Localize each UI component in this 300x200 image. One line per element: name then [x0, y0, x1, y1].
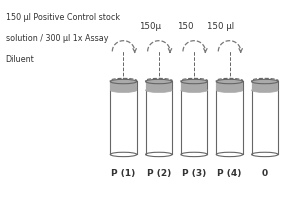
Ellipse shape	[110, 79, 137, 84]
Text: 150: 150	[177, 22, 194, 31]
Ellipse shape	[181, 79, 207, 84]
Text: P (4): P (4)	[217, 169, 242, 178]
Text: solution / 300 μl 1x Assay: solution / 300 μl 1x Assay	[6, 34, 108, 43]
Ellipse shape	[216, 79, 243, 84]
Text: Diluent: Diluent	[6, 55, 34, 64]
Ellipse shape	[252, 88, 278, 92]
FancyBboxPatch shape	[252, 82, 278, 90]
Ellipse shape	[110, 88, 137, 92]
Text: 150μ: 150μ	[139, 22, 161, 31]
Text: 150 μl Positive Control stock: 150 μl Positive Control stock	[6, 12, 120, 21]
Ellipse shape	[146, 79, 172, 84]
FancyBboxPatch shape	[110, 82, 137, 90]
FancyBboxPatch shape	[216, 82, 243, 90]
Text: 0: 0	[262, 169, 268, 178]
Ellipse shape	[216, 88, 243, 92]
Text: P (1): P (1)	[111, 169, 136, 178]
Text: P (2): P (2)	[147, 169, 171, 178]
Ellipse shape	[181, 88, 207, 92]
FancyBboxPatch shape	[181, 82, 207, 90]
Text: P (3): P (3)	[182, 169, 206, 178]
Text: 150 μl: 150 μl	[207, 22, 234, 31]
FancyBboxPatch shape	[146, 82, 172, 90]
Ellipse shape	[252, 79, 278, 84]
Ellipse shape	[146, 88, 172, 92]
